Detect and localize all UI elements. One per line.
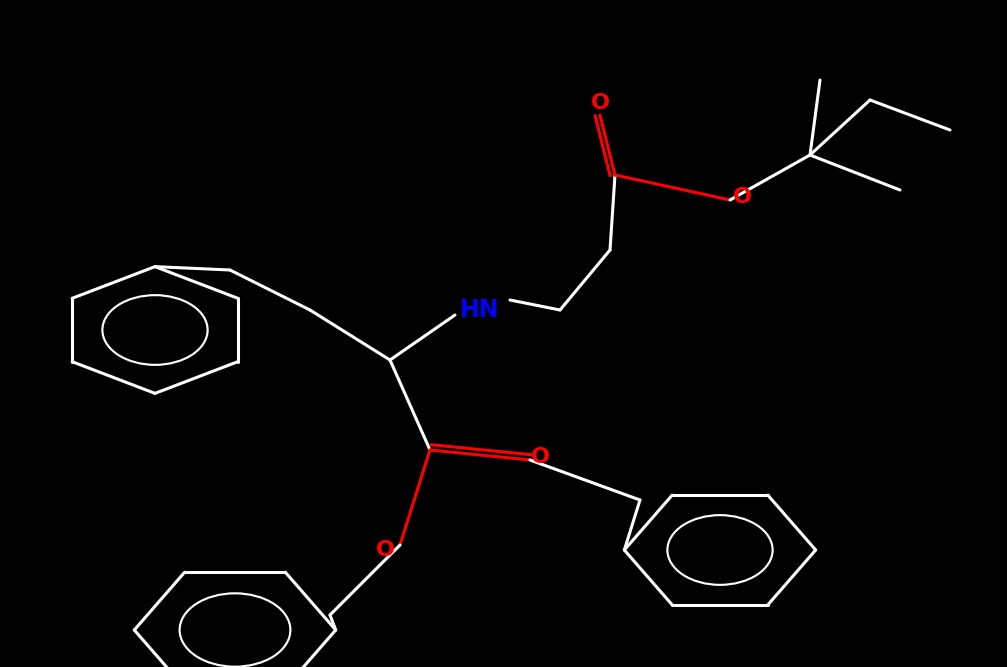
Text: HN: HN — [460, 298, 499, 322]
Text: O: O — [590, 93, 609, 113]
Text: O: O — [376, 540, 395, 560]
Text: O: O — [732, 187, 751, 207]
Text: O: O — [531, 447, 550, 467]
